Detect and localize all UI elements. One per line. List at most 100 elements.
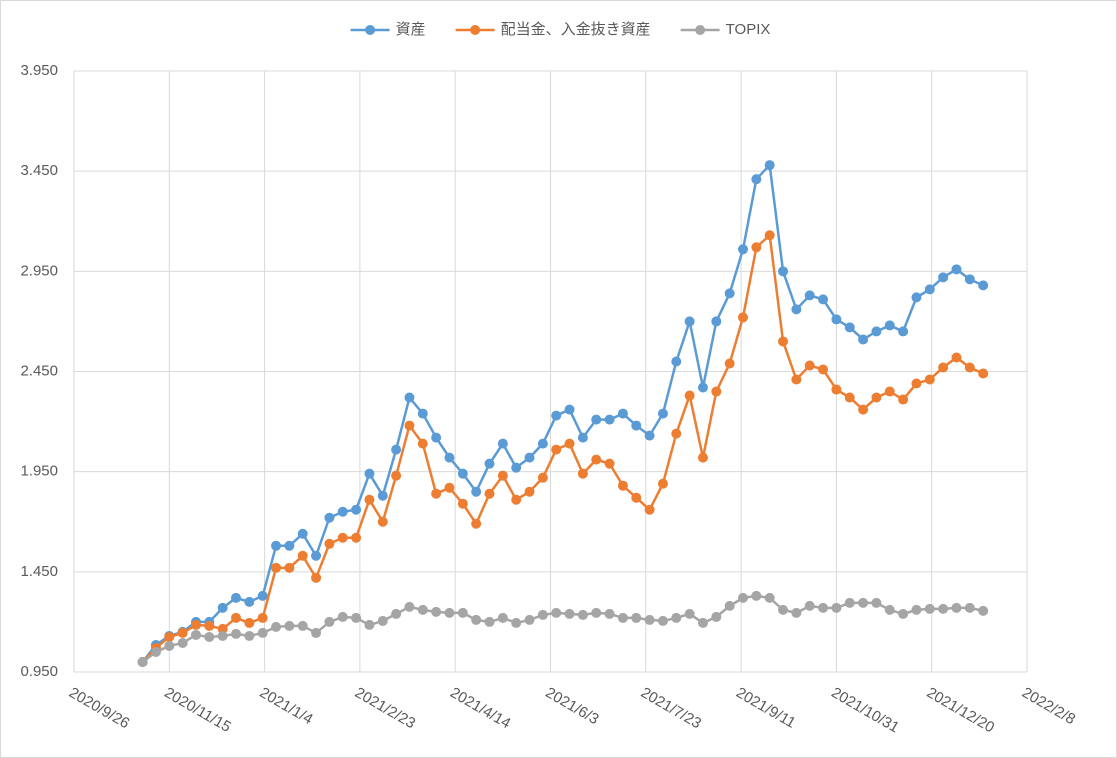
point: [697, 617, 708, 628]
point: [924, 603, 935, 614]
point: [964, 274, 975, 285]
point: [591, 607, 602, 618]
point: [738, 244, 749, 255]
point: [778, 604, 789, 615]
point: [617, 408, 628, 419]
point: [364, 468, 375, 479]
y-tick-label: 0.950: [20, 663, 58, 680]
point: [497, 470, 508, 481]
point: [484, 488, 495, 499]
point: [831, 314, 842, 325]
point: [391, 470, 402, 481]
point: [417, 408, 428, 419]
point: [404, 420, 415, 431]
point: [444, 452, 455, 463]
point: [297, 620, 308, 631]
point: [858, 404, 869, 415]
point: [524, 486, 535, 497]
point: [431, 488, 442, 499]
point: [818, 602, 829, 613]
point: [844, 392, 855, 403]
legend-marker: [365, 25, 376, 35]
point: [791, 304, 802, 315]
y-tick-label: 2.450: [20, 362, 58, 379]
point: [457, 468, 468, 479]
point: [751, 590, 762, 601]
point: [871, 597, 882, 608]
point: [844, 322, 855, 333]
point: [537, 609, 548, 620]
point: [724, 358, 735, 369]
point: [484, 616, 495, 627]
point: [884, 604, 895, 615]
point: [311, 550, 322, 561]
point: [884, 386, 895, 397]
point: [324, 512, 335, 523]
point: [738, 312, 749, 323]
point: [177, 627, 188, 638]
point: [537, 438, 548, 449]
point: [217, 623, 228, 634]
point: [244, 596, 255, 607]
point: [324, 616, 335, 627]
point: [257, 590, 268, 601]
point: [311, 627, 322, 638]
point: [671, 612, 682, 623]
point: [271, 562, 282, 573]
point: [524, 614, 535, 625]
point: [377, 615, 388, 626]
point: [377, 490, 388, 501]
point: [697, 452, 708, 463]
point: [964, 362, 975, 373]
point: [684, 390, 695, 401]
point: [164, 640, 175, 651]
point: [551, 410, 562, 421]
point: [778, 336, 789, 347]
point: [511, 617, 522, 628]
point: [684, 608, 695, 619]
point: [471, 518, 482, 529]
point: [284, 562, 295, 573]
legend-label: 資産: [396, 21, 426, 38]
point: [778, 266, 789, 277]
point: [858, 597, 869, 608]
point: [911, 292, 922, 303]
legend-label: TOPIX: [726, 21, 771, 38]
point: [617, 480, 628, 491]
point: [444, 607, 455, 618]
point: [911, 378, 922, 389]
point: [337, 611, 348, 622]
point: [417, 604, 428, 615]
point: [351, 504, 362, 515]
point: [457, 498, 468, 509]
point: [564, 608, 575, 619]
point: [204, 620, 215, 631]
point: [818, 364, 829, 375]
point: [951, 352, 962, 363]
point: [831, 602, 842, 613]
point: [964, 602, 975, 613]
y-tick-label: 3.950: [20, 62, 58, 79]
point: [671, 428, 682, 439]
point: [898, 326, 909, 337]
legend-marker: [470, 25, 481, 35]
point: [871, 392, 882, 403]
point: [591, 454, 602, 465]
point: [564, 438, 575, 449]
point: [978, 605, 989, 616]
point: [231, 612, 242, 623]
point: [898, 394, 909, 405]
point: [604, 458, 615, 469]
point: [471, 614, 482, 625]
point: [457, 607, 468, 618]
point: [898, 608, 909, 619]
point: [271, 540, 282, 551]
series-line: [141, 232, 984, 663]
point: [591, 414, 602, 425]
point: [404, 392, 415, 403]
point: [697, 382, 708, 393]
y-tick-label: 2.950: [20, 262, 58, 279]
point: [938, 272, 949, 283]
point: [337, 506, 348, 517]
